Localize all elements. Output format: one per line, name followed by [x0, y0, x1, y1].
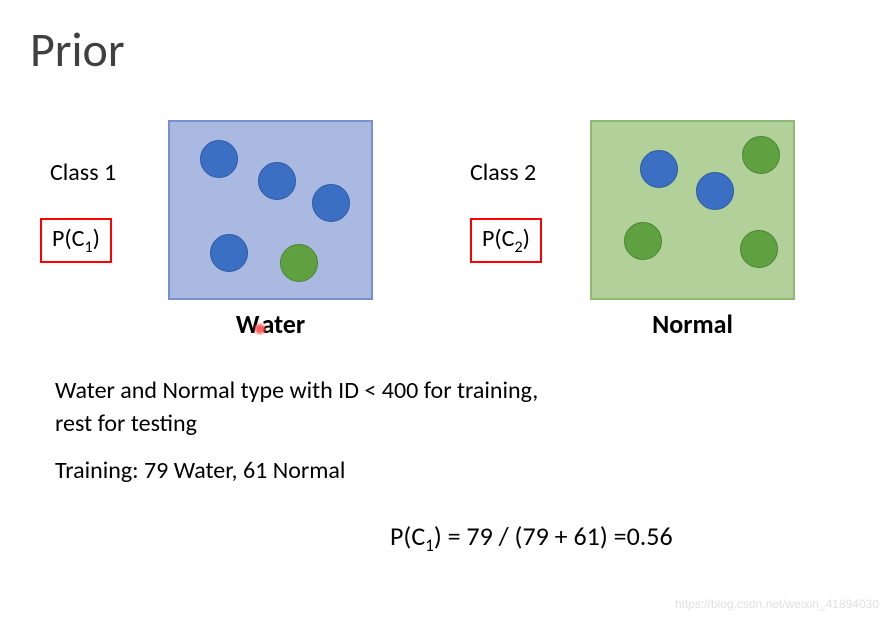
class2-box-title: Normal: [590, 308, 795, 340]
class2-label: Class 2: [470, 158, 536, 187]
data-point-circle: [640, 150, 678, 188]
data-point-circle: [696, 172, 734, 210]
class2-prior-box: P(C2): [470, 218, 542, 263]
training-text: Training: 79 Water, 61 Normal: [55, 455, 345, 487]
description-line2: rest for testing: [55, 408, 197, 440]
data-point-circle: [280, 244, 318, 282]
data-point-circle: [210, 234, 248, 272]
data-point-circle: [312, 184, 350, 222]
class1-title-suffix: ater: [261, 308, 305, 340]
data-point-circle: [258, 162, 296, 200]
description-line1: Water and Normal type with ID < 400 for …: [55, 375, 538, 407]
data-point-circle: [740, 230, 778, 268]
data-point-circle: [624, 222, 662, 260]
class1-prior-box: P(C1): [40, 218, 112, 263]
class1-box: [168, 120, 373, 300]
watermark: https://blog.csdn.net/weixin_41894030: [675, 597, 879, 611]
data-point-circle: [742, 136, 780, 174]
prior-formula: P(C1) = 79 / (79 + 61) =0.56: [390, 520, 673, 556]
class2-box: [590, 120, 795, 300]
class1-label: Class 1: [50, 158, 116, 187]
class1-box-title: Water: [168, 308, 373, 340]
data-point-circle: [200, 140, 238, 178]
slide-title: Prior: [30, 20, 125, 79]
